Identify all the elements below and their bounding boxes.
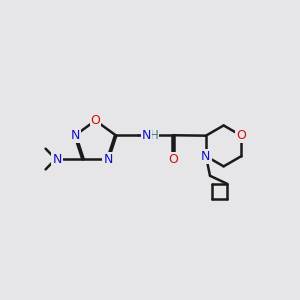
Text: N: N — [201, 150, 211, 163]
Text: N: N — [70, 129, 80, 142]
Text: O: O — [236, 129, 246, 142]
Text: O: O — [91, 114, 100, 127]
Text: N: N — [52, 152, 62, 166]
Text: N: N — [103, 152, 112, 166]
Text: H: H — [149, 129, 158, 142]
Text: O: O — [168, 153, 178, 166]
Text: N: N — [142, 129, 152, 142]
